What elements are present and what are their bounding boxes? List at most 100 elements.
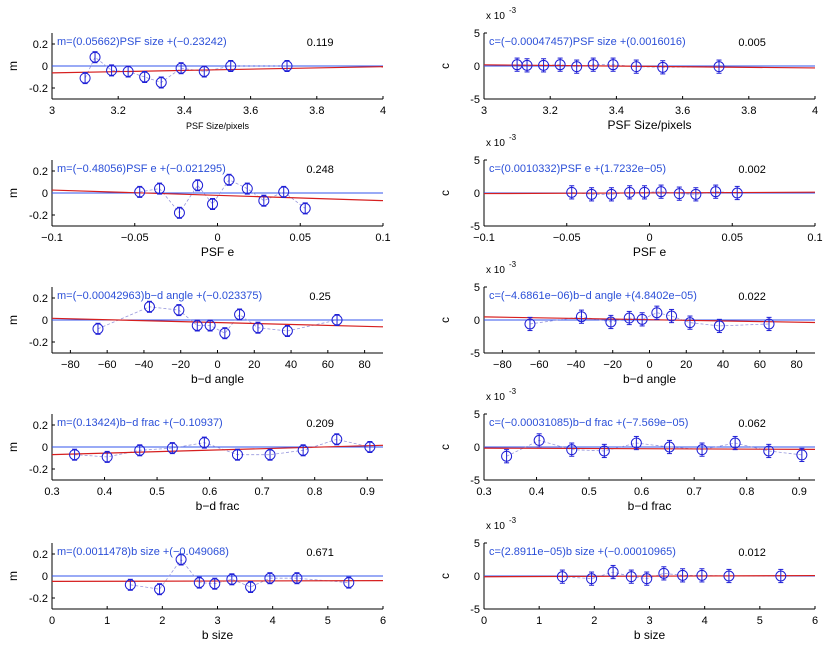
data-point <box>154 183 166 195</box>
fit-equation: m=(0.05662)PSF size +(−0.23242) <box>57 36 227 48</box>
x-tick-label: 40 <box>717 359 729 371</box>
y-tick-label: 0.2 <box>33 293 48 305</box>
data-point <box>278 186 290 198</box>
x-tick-label: 6 <box>380 615 386 627</box>
fit-statistic: 0.022 <box>738 291 766 303</box>
data-point <box>234 309 246 320</box>
y-tick-label: 0 <box>474 442 480 454</box>
x-tick-label: 60 <box>754 359 766 371</box>
data-point <box>690 188 702 200</box>
x-tick-label: 3 <box>49 105 55 117</box>
data-point <box>79 72 91 84</box>
y-axis-label: m <box>6 188 20 198</box>
x-tick-label: 0.8 <box>307 486 322 498</box>
x-tick-label: 0.6 <box>202 486 217 498</box>
data-point <box>204 320 216 331</box>
data-point <box>533 434 545 446</box>
x-tick-label: 40 <box>285 359 297 371</box>
data-point <box>166 442 178 454</box>
data-point <box>175 554 187 565</box>
data-point <box>607 59 619 71</box>
fit-statistic: 0.209 <box>306 418 334 430</box>
panel-m-bd-angle: −80 −60 −40 −20 0 20 40 60 80 -0.2 0 0.2 b−d angle m m… <box>6 287 383 386</box>
data-point <box>657 61 669 73</box>
fit-statistic: 0.062 <box>738 418 766 430</box>
x-tick-label: 3.8 <box>309 105 324 117</box>
data-point <box>207 198 219 210</box>
exponent-label: x 10 <box>486 138 505 149</box>
fit-equation: c=(−0.00047457)PSF size +(0.0016016) <box>489 36 686 48</box>
fit-equation: m=(0.0011478)b size +(−0.049068) <box>57 546 229 558</box>
x-tick-label: 0.05 <box>290 232 311 244</box>
x-tick-label: −60 <box>98 359 117 371</box>
fit-equation: c=(2.8911e−05)b size +(−0.00010965) <box>489 546 676 558</box>
fit-statistic: 0.002 <box>738 164 766 176</box>
y-tick-label: -5 <box>470 348 480 360</box>
data-point <box>713 320 725 332</box>
data-point <box>658 567 670 579</box>
data-point <box>281 325 293 337</box>
x-tick-label: 0.1 <box>375 232 390 244</box>
fit-line <box>52 317 383 328</box>
data-point <box>763 445 775 457</box>
data-point <box>566 444 578 456</box>
x-axis-label: b size <box>202 628 234 642</box>
x-tick-label: 4 <box>380 105 386 117</box>
data-point <box>571 61 583 73</box>
fit-statistic: 0.012 <box>738 547 766 559</box>
data-point <box>623 312 635 324</box>
x-tick-label: −20 <box>603 359 622 371</box>
fit-line <box>484 316 815 324</box>
data-point <box>598 445 610 457</box>
data-point <box>154 583 166 595</box>
x-tick-label: −80 <box>61 359 80 371</box>
data-connector <box>97 306 338 334</box>
data-point <box>92 323 104 335</box>
data-point <box>636 313 648 325</box>
data-point <box>696 444 708 456</box>
data-point <box>538 59 550 71</box>
data-point <box>710 186 722 198</box>
data-point <box>763 318 775 330</box>
data-point <box>641 573 653 585</box>
data-point <box>331 433 343 445</box>
x-tick-label: 0 <box>214 232 220 244</box>
y-tick-label: -0.2 <box>29 210 48 222</box>
data-point <box>209 578 221 590</box>
y-tick-label: 0 <box>474 188 480 200</box>
x-tick-label: 5 <box>757 615 763 627</box>
y-tick-label: 0.2 <box>33 39 48 51</box>
data-point <box>281 60 293 72</box>
x-tick-label: 5 <box>325 615 331 627</box>
data-point <box>696 569 708 581</box>
data-point <box>124 579 136 591</box>
data-point <box>624 186 636 198</box>
fit-equation: m=(0.13424)b−d frac +(−0.10937) <box>57 417 223 429</box>
y-tick-label: 5 <box>474 409 480 421</box>
x-tick-label: 3.2 <box>111 105 126 117</box>
x-tick-label: 1 <box>536 615 542 627</box>
fit-line <box>52 580 383 582</box>
x-tick-label: 80 <box>790 359 802 371</box>
x-tick-label: 0.3 <box>476 486 491 498</box>
x-tick-label: 60 <box>322 359 334 371</box>
data-point <box>775 570 787 582</box>
data-point <box>723 570 735 582</box>
data-point <box>175 62 187 74</box>
y-axis-label: c <box>438 190 452 196</box>
data-point <box>69 449 81 461</box>
y-axis-label: c <box>438 444 452 450</box>
exponent-power: -3 <box>509 516 517 525</box>
panel-c-psf-size: 3 3.2 3.4 3.6 3.8 4 -5 0 5 PSF Size/pixels c x 10 -3… <box>438 6 818 132</box>
x-tick-label: 20 <box>248 359 260 371</box>
y-axis-label: m <box>6 442 20 452</box>
data-point <box>655 186 667 198</box>
x-tick-label: 3.6 <box>243 105 258 117</box>
x-tick-label: 4 <box>270 615 276 627</box>
data-point <box>106 64 118 76</box>
x-tick-label: 3.8 <box>741 105 756 117</box>
x-tick-label: −80 <box>493 359 512 371</box>
y-tick-label: -0.2 <box>29 464 48 476</box>
